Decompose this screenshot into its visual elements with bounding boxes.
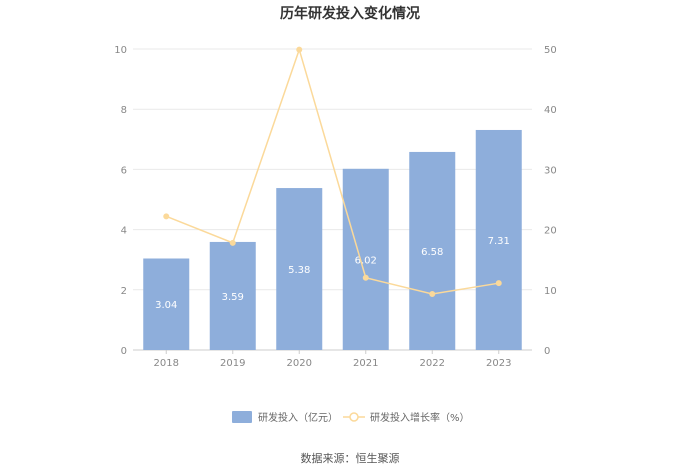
right-tick-label: 20 (544, 226, 557, 237)
bar-series (143, 129, 522, 350)
bar-value-label: 3.04 (155, 300, 177, 311)
x-tick-label: 2018 (154, 358, 179, 369)
bar-value-label: 5.38 (288, 265, 310, 276)
chart-title: 历年研发投入变化情况 (280, 5, 420, 22)
x-tick-label: 2021 (353, 358, 378, 369)
line-series (163, 46, 502, 298)
legend-swatch-marker (349, 412, 359, 422)
bar (342, 168, 389, 350)
right-axis-ticks: 0 10 20 30 40 50 (544, 45, 557, 357)
left-axis-ticks: 0 2 4 6 8 10 (114, 45, 127, 357)
right-tick-label: 30 (544, 165, 557, 176)
left-tick-label: 0 (121, 346, 127, 357)
left-tick-label: 10 (114, 45, 127, 56)
line-point (229, 239, 236, 246)
bar-value-label: 7.31 (488, 236, 510, 247)
legend-label-line: 研发投入增长率（%） (370, 411, 470, 424)
bar-value-label: 6.02 (355, 255, 377, 266)
x-axis-ticks: 2018 2019 2020 2021 2022 2023 (154, 350, 511, 369)
line-point (429, 291, 436, 298)
line-point (362, 274, 369, 281)
line-point (296, 46, 303, 53)
right-tick-label: 0 (544, 346, 550, 357)
bar-data-labels: 3.04 3.59 5.38 6.02 6.58 7.31 (155, 236, 510, 311)
right-tick-label: 40 (544, 105, 557, 116)
bar (209, 241, 256, 350)
left-tick-label: 6 (121, 165, 127, 176)
x-tick-label: 2023 (486, 358, 511, 369)
left-tick-label: 4 (121, 226, 127, 237)
left-tick-label: 8 (121, 105, 127, 116)
bar (475, 129, 522, 350)
source-note: 数据来源：恒生聚源 (301, 451, 400, 465)
line-point (495, 280, 502, 287)
bar-value-label: 3.59 (222, 292, 244, 303)
x-tick-label: 2022 (420, 358, 445, 369)
growth-rate-line (165, 47, 499, 295)
left-tick-label: 2 (121, 286, 127, 297)
bar (276, 188, 323, 350)
gridlines (133, 48, 532, 351)
bar (143, 258, 190, 350)
x-tick-label: 2020 (287, 358, 312, 369)
bar-value-label: 6.58 (421, 247, 443, 258)
legend-swatch-bar (232, 411, 252, 423)
right-tick-label: 10 (544, 286, 557, 297)
bar (409, 151, 456, 350)
x-tick-label: 2019 (220, 358, 245, 369)
line-point (163, 213, 170, 220)
legend: 研发投入（亿元） 研发投入增长率（%） (232, 411, 470, 424)
right-tick-label: 50 (544, 45, 557, 56)
legend-label-bar: 研发投入（亿元） (258, 411, 338, 424)
